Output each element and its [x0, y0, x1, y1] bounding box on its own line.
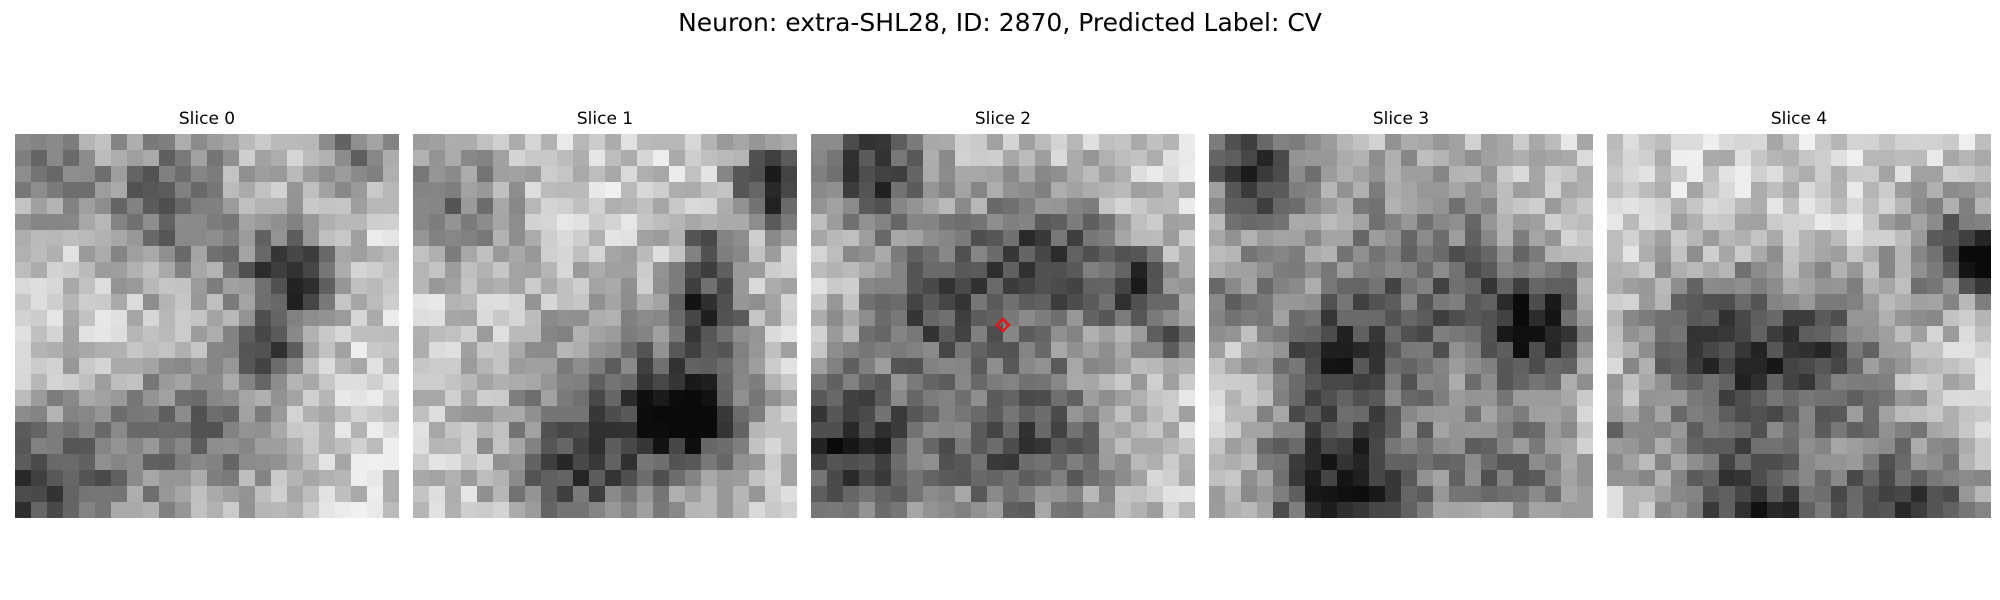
slice-image-0 [15, 134, 399, 518]
slice-panel-3: Slice 3 [1209, 106, 1593, 518]
slice-panel-0: Slice 0 [15, 106, 399, 518]
slice-title-4: Slice 4 [1770, 109, 1828, 129]
slice-panel-4: Slice 4 [1607, 106, 1991, 518]
slice-title-1: Slice 1 [576, 109, 634, 129]
slice-title-0: Slice 0 [178, 109, 236, 129]
slice-image-4 [1607, 134, 1991, 518]
slice-title-2: Slice 2 [974, 109, 1032, 129]
slice-image-1 [413, 134, 797, 518]
slice-image-2 [811, 134, 1195, 518]
figure-title: Neuron: extra-SHL28, ID: 2870, Predicted… [678, 8, 1322, 37]
slice-panel-2: Slice 2 [811, 106, 1195, 518]
slice-title-3: Slice 3 [1372, 109, 1430, 129]
slice-image-3 [1209, 134, 1593, 518]
center-marker-diamond [995, 317, 1011, 333]
slice-panel-1: Slice 1 [413, 106, 797, 518]
